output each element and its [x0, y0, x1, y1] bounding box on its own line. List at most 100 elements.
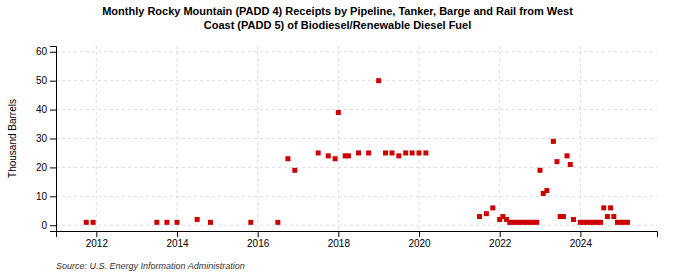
tick-mark: [419, 231, 420, 237]
tick: 60: [36, 46, 56, 57]
point: [326, 153, 331, 158]
point: [383, 150, 388, 155]
tick-mark: [50, 225, 56, 226]
grid-line: [419, 46, 420, 231]
point: [601, 205, 606, 210]
point: [544, 188, 549, 193]
tick: 10: [36, 191, 56, 202]
point: [316, 150, 321, 155]
tick-label: 40: [36, 104, 48, 115]
tick: 20: [36, 162, 56, 173]
tick-label: 0: [41, 220, 47, 231]
tick: 30: [36, 133, 56, 144]
tick: 0: [41, 220, 56, 231]
tick-label: 2016: [247, 238, 270, 249]
point: [208, 220, 213, 225]
point: [403, 150, 408, 155]
tick-label: 50: [36, 75, 48, 86]
point: [568, 162, 573, 167]
point: [538, 168, 543, 173]
tick-label: 2018: [328, 238, 351, 249]
point: [551, 139, 556, 144]
tick-label: 2012: [86, 238, 109, 249]
y-axis-title: Thousand Barrels: [7, 99, 18, 178]
axis-line: [50, 47, 57, 232]
tick-label: 2020: [408, 238, 431, 249]
point: [554, 159, 559, 164]
point: [376, 78, 381, 83]
grid: [56, 46, 657, 231]
point: [356, 150, 361, 155]
point: [417, 150, 422, 155]
axis-line: [57, 232, 658, 238]
point: [389, 150, 394, 155]
point: [84, 220, 89, 225]
tick-label: 2022: [489, 238, 512, 249]
tick-mark: [50, 167, 56, 168]
tick-mark: [500, 231, 501, 237]
x-axis: 2012 2014 2016 2018 2020 2022 2024: [57, 231, 658, 249]
tick-mark: [338, 231, 339, 237]
point: [625, 220, 630, 225]
point: [154, 220, 159, 225]
grid-line: [56, 225, 657, 226]
point: [571, 217, 576, 222]
tick-mark: [96, 231, 97, 237]
tick-mark: [50, 81, 56, 82]
tick: 2022: [489, 231, 512, 249]
points: [84, 78, 630, 225]
title: Monthly Rocky Mountain (PADD 4) Receipts…: [102, 5, 573, 31]
tick-label: 20: [36, 162, 48, 173]
tick: 2016: [247, 231, 270, 249]
point: [561, 214, 566, 219]
plot-area: 2012 2014 2016 2018 2020 2022 2024 0 10 20 30 40 50 6…: [36, 46, 658, 249]
point: [195, 217, 200, 222]
point: [534, 220, 539, 225]
point: [285, 156, 290, 161]
point: [346, 153, 351, 158]
tick-mark: [580, 231, 581, 237]
point: [275, 220, 280, 225]
point: [608, 205, 613, 210]
point: [490, 205, 495, 210]
grid-line: [56, 167, 657, 168]
tick-mark: [258, 231, 259, 237]
point: [477, 214, 482, 219]
grid-line: [56, 51, 657, 52]
point: [605, 214, 610, 219]
point: [164, 220, 169, 225]
tick: 40: [36, 104, 56, 115]
tick-label: 30: [36, 133, 48, 144]
point: [292, 168, 297, 173]
tick-mark: [50, 110, 56, 111]
tick-label: 10: [36, 191, 48, 202]
annotation: Source: U.S. Energy Information Administ…: [56, 261, 245, 271]
point: [333, 156, 338, 161]
tick: 2024: [570, 231, 593, 249]
tick-mark: [177, 231, 178, 237]
point: [565, 153, 570, 158]
point: [336, 110, 341, 115]
grid-line: [56, 80, 657, 81]
grid-line: [96, 46, 97, 231]
point: [423, 150, 428, 155]
tick-label: 2024: [570, 238, 593, 249]
tick-mark: [50, 52, 56, 53]
point: [248, 220, 253, 225]
point: [396, 153, 401, 158]
point: [91, 220, 96, 225]
tick: 50: [36, 75, 56, 86]
grid-line: [177, 46, 178, 231]
grid-line: [56, 109, 657, 110]
tick: 2012: [86, 231, 109, 249]
chart: 2012 2014 2016 2018 2020 2022 2024 0 10 20 30 40 50 6…: [0, 0, 675, 275]
grid-line: [580, 46, 581, 231]
tick-mark: [50, 196, 56, 197]
tick-label: 2014: [166, 238, 189, 249]
grid-line: [56, 138, 657, 139]
tick-label: 60: [36, 46, 48, 57]
y-axis: 0 10 20 30 40 50 60: [36, 46, 57, 231]
grid-line: [257, 46, 258, 231]
point: [598, 220, 603, 225]
tick: 2018: [328, 231, 351, 249]
